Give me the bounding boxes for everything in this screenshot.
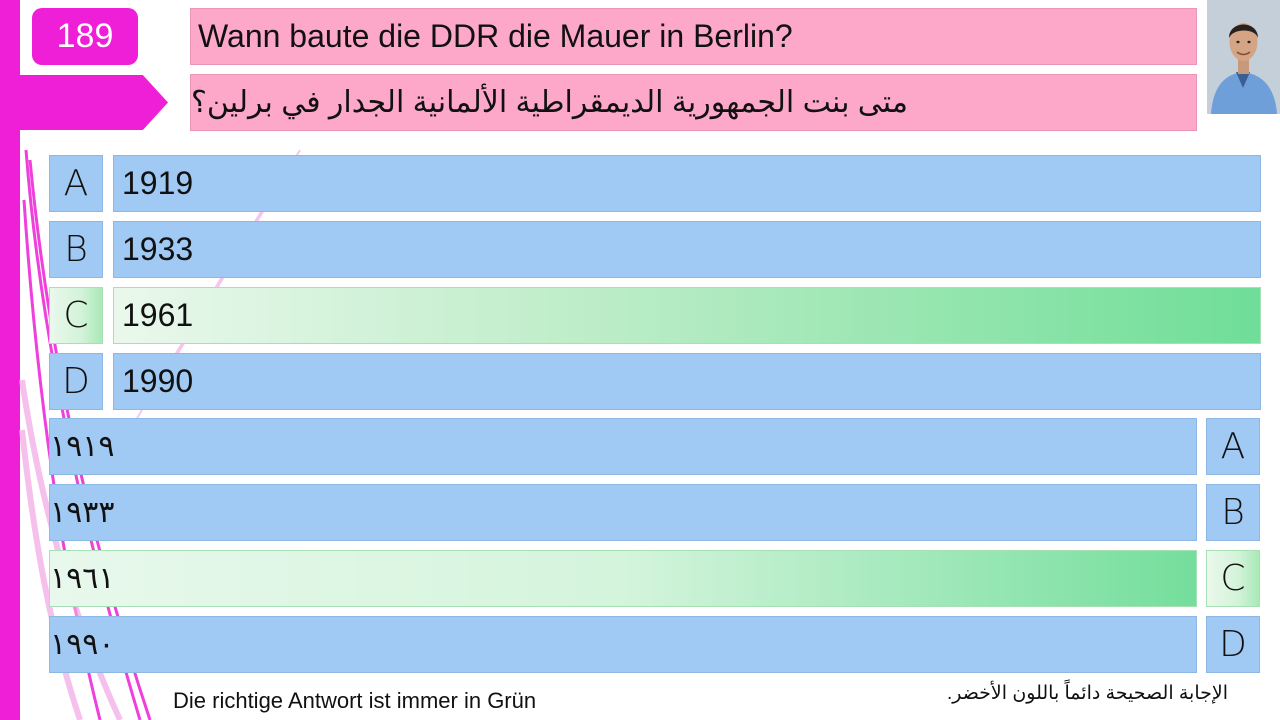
answer-arabic-option-c-correct[interactable]: ١٩٦١ bbox=[49, 550, 1197, 607]
answer-arabic-option-c-text: ١٩٦١ bbox=[50, 561, 115, 596]
answer-arabic-option-b-text: ١٩٣٣ bbox=[50, 495, 115, 530]
footer-note-arabic: الإجابة الصحيحة دائماً باللون الأخضر. bbox=[946, 683, 1228, 704]
answer-letter-a-text: A bbox=[63, 163, 89, 204]
answer-arabic-letter-d: D bbox=[1206, 616, 1260, 673]
answer-arabic-letter-a-text: A bbox=[1220, 426, 1246, 467]
question-arabic-text: متى بنت الجمهورية الديمقراطية الألمانية … bbox=[191, 86, 908, 119]
answer-option-a[interactable]: 1919 bbox=[113, 155, 1261, 212]
presenter-photo bbox=[1207, 0, 1280, 114]
answer-arabic-letter-c-text: C bbox=[1220, 558, 1246, 599]
answer-option-a-text: 1919 bbox=[122, 165, 194, 201]
question-german-text: Wann baute die DDR die Mauer in Berlin? bbox=[198, 18, 793, 54]
question-number: 189 bbox=[56, 17, 114, 55]
answer-arabic-option-a[interactable]: ١٩١٩ bbox=[49, 418, 1197, 475]
answer-letter-a: A bbox=[49, 155, 103, 212]
footer-note-german: Die richtige Antwort ist immer in Grün bbox=[173, 688, 537, 713]
question-arabic: متى بنت الجمهورية الديمقراطية الألمانية … bbox=[190, 74, 1197, 131]
answer-arabic-letter-a: A bbox=[1206, 418, 1260, 475]
answer-option-b[interactable]: 1933 bbox=[113, 221, 1261, 278]
answer-arabic-letter-d-text: D bbox=[1219, 624, 1247, 665]
answer-letter-d-text: D bbox=[62, 361, 90, 402]
answer-letter-b-text: B bbox=[64, 229, 88, 270]
answer-letter-c: C bbox=[49, 287, 103, 344]
answer-arabic-option-d-text: ١٩٩٠ bbox=[50, 627, 115, 662]
answer-arabic-option-a-text: ١٩١٩ bbox=[50, 429, 115, 464]
left-accent-bar bbox=[0, 0, 20, 720]
answer-arabic-option-b[interactable]: ١٩٣٣ bbox=[49, 484, 1197, 541]
avatar bbox=[1207, 0, 1280, 114]
answer-option-d[interactable]: 1990 bbox=[113, 353, 1261, 410]
answer-option-c-text: 1961 bbox=[122, 297, 194, 333]
answer-arabic-letter-b: B bbox=[1206, 484, 1260, 541]
answer-option-b-text: 1933 bbox=[122, 231, 194, 267]
answer-letter-d: D bbox=[49, 353, 103, 410]
answer-option-d-text: 1990 bbox=[122, 363, 194, 399]
answer-arabic-letter-b-text: B bbox=[1221, 492, 1245, 533]
answer-option-c-correct[interactable]: 1961 bbox=[113, 287, 1261, 344]
answer-letter-b: B bbox=[49, 221, 103, 278]
answer-arabic-option-d[interactable]: ١٩٩٠ bbox=[49, 616, 1197, 673]
answer-arabic-letter-c: C bbox=[1206, 550, 1260, 607]
answer-letter-c-text: C bbox=[63, 295, 89, 336]
question-german: Wann baute die DDR die Mauer in Berlin? bbox=[190, 8, 1197, 65]
arrow-shape bbox=[20, 75, 168, 130]
question-number-badge: 189 bbox=[32, 8, 138, 65]
